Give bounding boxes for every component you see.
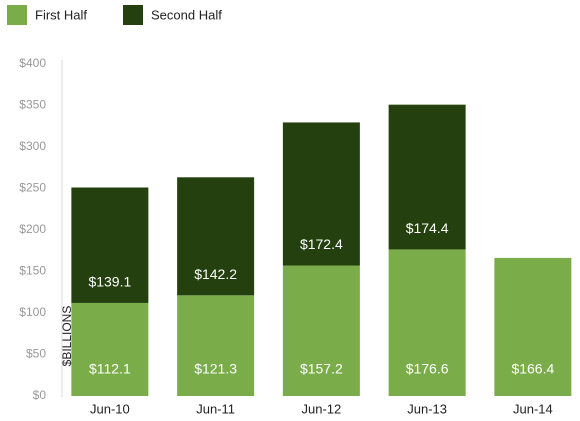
bar-segment <box>282 265 360 396</box>
bar-segment <box>177 177 255 296</box>
data-label: $166.4 <box>511 361 554 377</box>
bar-segment <box>388 249 466 396</box>
x-tick-label: Jun-11 <box>196 401 235 416</box>
x-tick-label: Jun-12 <box>302 401 342 416</box>
legend-label: Second Half <box>151 7 222 22</box>
y-tick-label: $100 <box>19 305 46 319</box>
y-tick-label: $200 <box>19 222 46 236</box>
y-tick-label: $50 <box>26 347 46 361</box>
data-label: $139.1 <box>88 274 131 290</box>
x-tick-label: Jun-13 <box>407 401 447 416</box>
bar-segment <box>71 302 149 396</box>
data-label: $176.6 <box>406 361 449 377</box>
y-tick-label: $150 <box>19 264 46 278</box>
y-tick-label: $250 <box>19 181 46 195</box>
y-tick-label: $0 <box>33 388 47 402</box>
y-axis-label: $BILLIONS <box>60 306 74 367</box>
y-tick-label: $350 <box>19 98 46 112</box>
bar-segment <box>494 257 572 396</box>
y-tick-label: $300 <box>19 139 46 153</box>
bar-segment <box>282 122 360 266</box>
data-label: $142.2 <box>194 266 237 282</box>
legend-swatch <box>123 5 143 25</box>
x-tick-label: Jun-14 <box>513 401 553 416</box>
bar-segment <box>71 187 149 303</box>
data-label: $172.4 <box>300 236 343 252</box>
data-label: $121.3 <box>194 361 237 377</box>
bar-segment <box>388 104 466 250</box>
legend-swatch <box>7 5 27 25</box>
bar-segment <box>177 295 255 396</box>
data-label: $174.4 <box>406 220 449 236</box>
legend-label: First Half <box>35 7 87 22</box>
y-tick-label: $400 <box>19 56 46 70</box>
data-label: $112.1 <box>89 361 131 377</box>
data-label: $157.2 <box>300 361 343 377</box>
x-tick-label: Jun-10 <box>90 401 130 416</box>
